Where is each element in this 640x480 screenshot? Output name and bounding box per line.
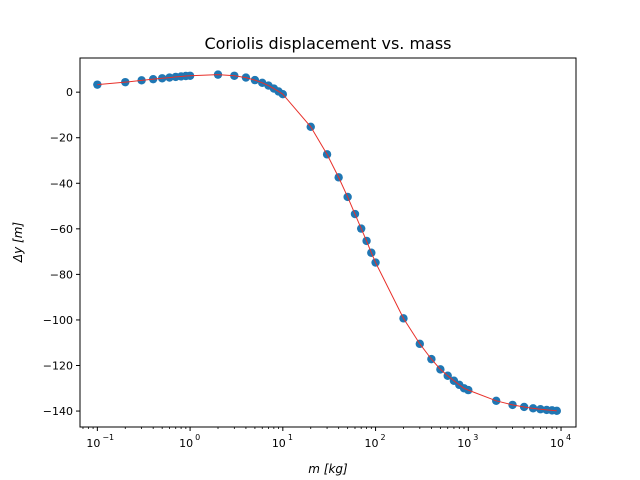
chart-title: Coriolis displacement vs. mass [204, 34, 451, 53]
x-tick-exponent: −1 [102, 433, 114, 442]
x-tick-label: 10 [272, 437, 286, 450]
x-tick-label: 10 [179, 437, 193, 450]
y-axis-ticks: 0 −20 −40 −60 −80 −100 −120 −140 [43, 86, 80, 418]
x-tick-exponent: 4 [566, 433, 571, 442]
x-tick-exponent: 3 [473, 433, 478, 442]
x-axis-label: m [kg] [308, 462, 348, 476]
plot-frame [79, 57, 577, 428]
x-tick-exponent: 0 [195, 433, 200, 442]
x-tick-label: 10 [86, 437, 100, 450]
x-tick-label: 10 [550, 437, 564, 450]
y-tick-label: −100 [43, 314, 73, 327]
y-tick-label: 0 [66, 86, 73, 99]
x-axis-ticks: 10 −1 10 0 10 1 10 2 10 3 10 4 [82, 427, 571, 450]
x-tick-exponent: 2 [381, 433, 386, 442]
plot-area: 10 −1 10 0 10 1 10 2 10 3 10 4 0−20−40−60−80−100−12… [43, 57, 577, 450]
data-point [552, 406, 561, 416]
y-tick-label: −20 [50, 132, 73, 145]
y-tick-label: −120 [43, 360, 73, 373]
data-points [93, 70, 561, 416]
x-tick-label: 10 [365, 437, 379, 450]
x-tick-label: 10 [457, 437, 471, 450]
fit-line [97, 74, 557, 412]
y-tick-label: −140 [43, 405, 73, 418]
y-axis-label: Δy [m] [11, 222, 25, 263]
y-tick-label: −40 [50, 177, 73, 190]
data-point [93, 80, 102, 89]
y-tick-label: −80 [50, 268, 73, 281]
x-tick-exponent: 1 [288, 433, 293, 442]
y-tick-label: −60 [50, 223, 73, 236]
